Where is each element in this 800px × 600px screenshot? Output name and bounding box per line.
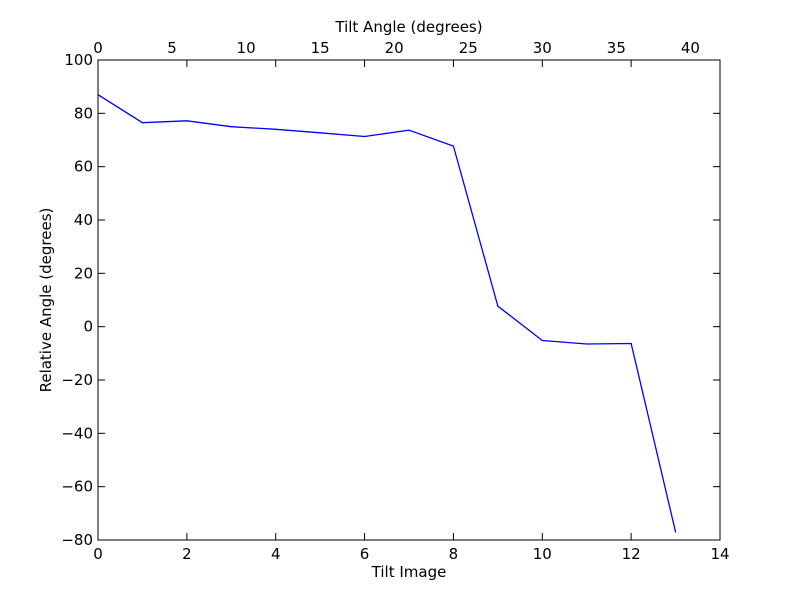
x-axis-title: Tilt Image [371, 563, 447, 581]
data-point [630, 342, 632, 345]
plot-frame [97, 59, 721, 541]
x2-tick-label: 30 [533, 39, 552, 57]
y-tick-label: 40 [74, 211, 93, 229]
x-tick-label: 14 [710, 545, 729, 563]
y-tick-label: −80 [61, 531, 93, 549]
x-tick-label: 10 [533, 545, 552, 563]
y-tick-label: 100 [64, 51, 93, 69]
data-point [674, 531, 677, 533]
x-tick-label: 12 [622, 545, 641, 563]
x2-tick-label: 40 [681, 39, 700, 57]
data-point [541, 339, 543, 342]
tick-labels: 0 2 4 6 8 10 12 140 5 10 15 20 25 30 35 40100806040200−… [61, 39, 729, 563]
y-tick-label: −20 [61, 371, 93, 389]
data-point [230, 126, 232, 128]
x-tick-label: 0 [93, 545, 103, 563]
x2-axis-title: Tilt Angle (degrees) [334, 18, 482, 36]
y-tick-label: 20 [74, 264, 93, 282]
data-point [452, 145, 455, 147]
x-tick-label: 8 [449, 545, 459, 563]
y-tick-label: −40 [61, 424, 93, 442]
y-axis-title: Relative Angle (degrees) [37, 208, 55, 393]
series-line [97, 94, 677, 533]
x-tick-label: 4 [271, 545, 281, 563]
data-point [408, 129, 410, 131]
plot-area [98, 60, 720, 540]
x2-tick-label: 0 [93, 39, 103, 57]
x-tick-label: 2 [182, 545, 192, 563]
data-point [319, 132, 321, 134]
data-point [275, 128, 277, 130]
x2-tick-label: 15 [311, 39, 330, 57]
x2-tick-label: 25 [459, 39, 478, 57]
y-tick-label: 80 [74, 104, 93, 122]
x2-tick-label: 20 [385, 39, 404, 57]
data-point [363, 135, 366, 138]
y-tick-label: 60 [74, 158, 93, 176]
y-tick-label: 0 [83, 318, 93, 336]
x2-tick-label: 5 [167, 39, 177, 57]
data-point [586, 343, 588, 345]
data-point [141, 122, 144, 124]
x-tick-label: 6 [360, 545, 370, 563]
series-group [97, 94, 677, 533]
data-point [186, 120, 188, 122]
x2-tick-label: 10 [237, 39, 256, 57]
x2-tick-label: 35 [607, 39, 626, 57]
y-tick-label: −60 [61, 478, 93, 496]
data-point [497, 305, 499, 307]
